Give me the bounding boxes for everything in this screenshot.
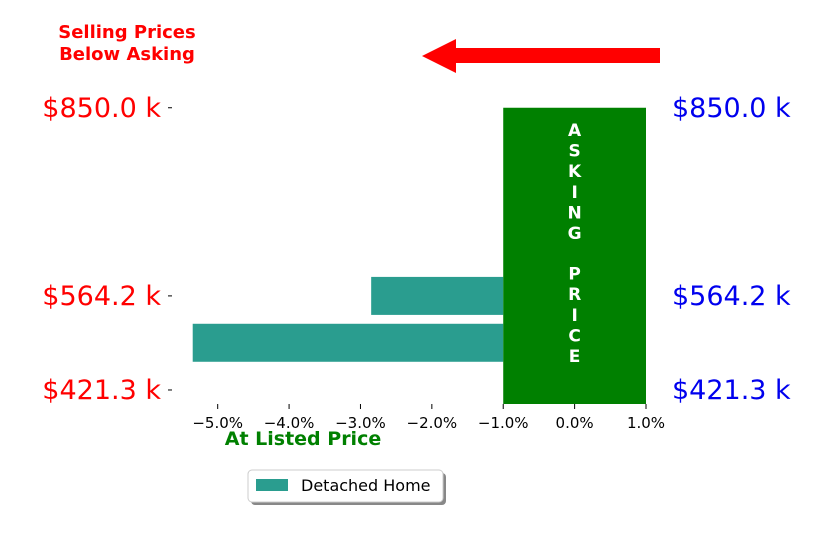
band-letter-9: I [571,306,577,326]
band-letter-5: G [568,224,582,244]
band-letter-2: K [568,162,582,182]
y-tick-label-right-2: $850.0 k [672,93,791,124]
asking-price-band-rect [503,107,646,404]
chart-title-line2: Below Asking [59,44,195,65]
x-tick-label-1: −4.0% [264,414,315,432]
x-tick-label-3: −2.0% [407,414,458,432]
y-tick-label-left-1: $564.2 k [42,281,161,312]
direction-arrow [422,39,660,73]
direction-arrow-shaft [452,48,660,63]
y-axis-left: $421.3 k $564.2 k $850.0 k [42,93,172,406]
y-axis-right: $421.3 k $564.2 k $850.0 k [672,93,791,406]
x-axis: −5.0% −4.0% −3.0% −2.0% −1.0% 0.0% 1.0% [192,404,665,432]
x-tick-label-0: −5.0% [192,414,243,432]
x-tick-label-2: −3.0% [335,414,386,432]
legend-box [247,469,444,503]
x-tick-label-5: 0.0% [556,414,594,432]
legend-swatch [256,479,288,491]
bar-0-0 [371,276,504,315]
band-letter-10: C [568,326,580,346]
x-axis-label: At Listed Price [225,428,381,450]
bar-0-1 [192,323,504,362]
band-letter-4: N [567,203,581,223]
x-tick-label-4: −1.0% [478,414,529,432]
x-tick-label-6: 1.0% [627,414,665,432]
band-letter-11: E [569,347,581,367]
band-letter-3: I [571,183,577,203]
bars-layer [192,276,504,362]
legend: Detached Home [247,469,446,505]
y-tick-label-left-2: $850.0 k [42,93,161,124]
direction-arrow-head [422,39,456,73]
chart-title-line1: Selling Prices [58,22,195,43]
y-tick-label-right-0: $421.3 k [672,375,791,406]
band-letter-1: S [568,142,580,162]
band-letter-7: P [568,265,580,285]
y-tick-label-right-1: $564.2 k [672,281,791,312]
legend-label: Detached Home [301,476,431,495]
band-letter-0: A [568,121,582,141]
band-letter-8: R [568,285,581,305]
y-tick-label-left-0: $421.3 k [42,375,161,406]
